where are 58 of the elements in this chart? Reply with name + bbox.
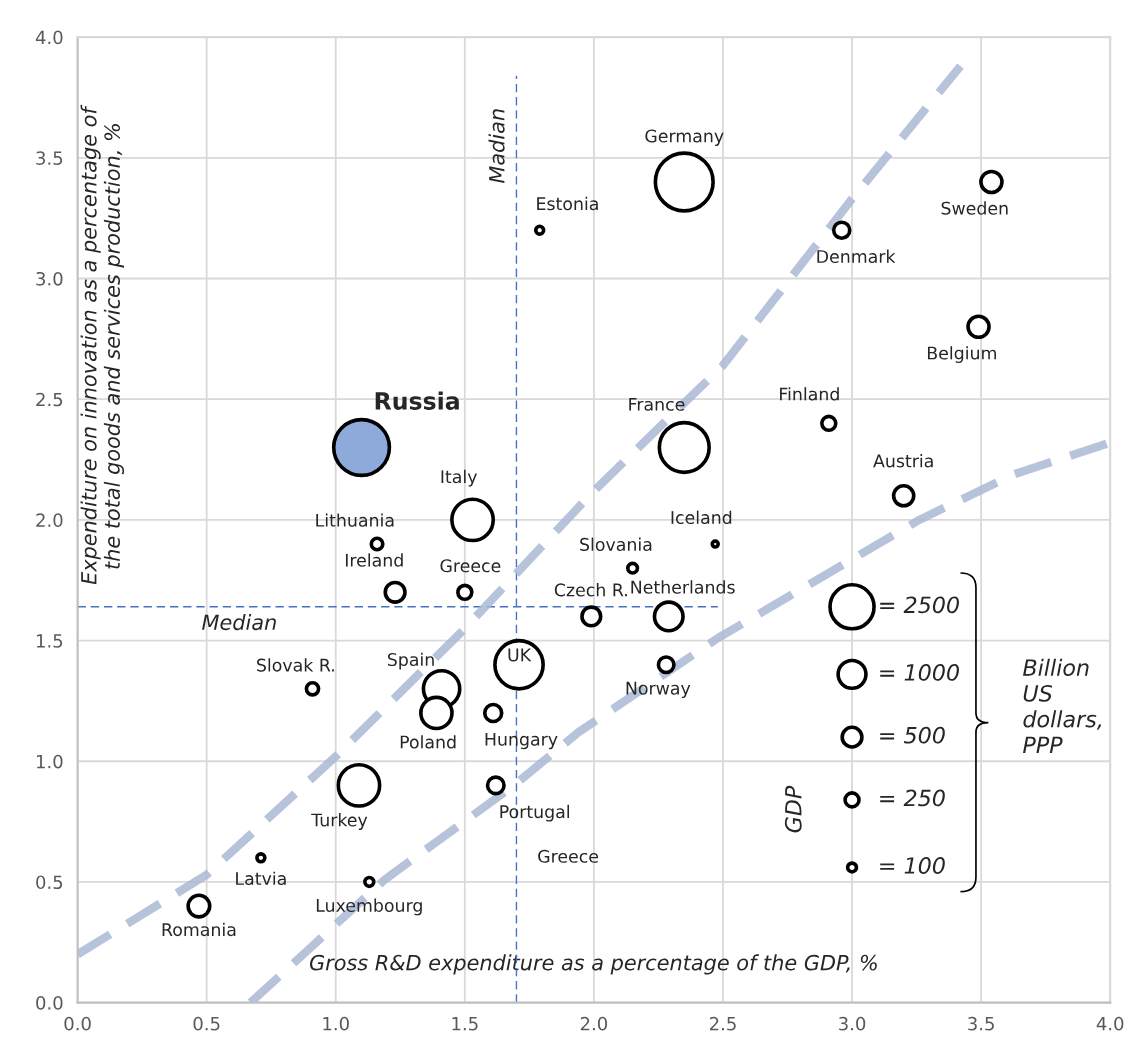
legend-label: = 100 — [880, 857, 945, 874]
legend-label: = 500 — [880, 726, 945, 744]
annotation: Lithuania — [316, 513, 394, 527]
x-tick-label: 1.0 — [323, 1016, 349, 1031]
annotation: Ireland — [345, 553, 403, 567]
legend-title: GDP — [784, 785, 802, 833]
annotation: Germany — [645, 129, 724, 146]
annotation: Finland — [780, 387, 839, 401]
annotation: Estonia — [537, 196, 598, 211]
y-tick-label: 0.5 — [36, 875, 63, 890]
annotation: Greece — [538, 849, 599, 863]
annotation: Czech R. — [554, 583, 627, 597]
y-tick-label: 2.0 — [36, 513, 63, 528]
annotation: Italy — [441, 469, 477, 487]
x-tick-label: 0.5 — [193, 1016, 220, 1031]
annotation: Russia — [375, 391, 459, 410]
y-tick-label: 1.0 — [36, 754, 63, 769]
y-tick-label: 3.5 — [36, 151, 63, 165]
annotation: France — [629, 397, 685, 411]
annotation: Sweden — [941, 201, 1008, 215]
y-tick-label: 0.0 — [36, 996, 63, 1010]
annotation: Turkey — [311, 813, 368, 830]
annotation: Iceland — [671, 510, 732, 525]
x-tick-label: 0.0 — [64, 1016, 91, 1031]
annotation: Greece — [440, 559, 501, 573]
x-tick-label: 4.0 — [1096, 1016, 1124, 1031]
annotation: Denmark — [817, 249, 896, 264]
annotation: Austria — [873, 454, 933, 468]
annotation: Latvia — [236, 871, 286, 886]
annotation: Slovak R. — [257, 658, 334, 672]
y-tick-label: 3.0 — [36, 271, 63, 286]
annotation: Slovania — [580, 537, 652, 551]
annotation: Hungary — [485, 732, 558, 750]
x-tick-label: 3.0 — [839, 1016, 866, 1031]
x-tick-label: 2.5 — [709, 1016, 736, 1031]
y-axis-title: Expenditure on innovation as a percentage of the total goods and services production, % — [80, 104, 125, 585]
y-tick-label: 1.5 — [36, 634, 63, 648]
y-tick-label: 2.5 — [36, 392, 63, 407]
annotation: Poland — [400, 735, 456, 749]
annotation: Spain — [387, 652, 434, 670]
y-tick-label: 4.0 — [35, 30, 63, 45]
annotation: Billion US dollars, PPP — [1023, 658, 1102, 753]
annotation: Luxembourg — [316, 898, 422, 916]
legend-label: = 250 — [880, 789, 945, 807]
annotation: Romania — [162, 922, 236, 937]
x-tick-label: 2.0 — [580, 1016, 608, 1031]
annotation: Portugal — [500, 804, 569, 822]
ref-line-label: Median — [202, 614, 276, 631]
annotation: UK — [508, 648, 532, 662]
annotation: Netherlands — [631, 580, 735, 594]
x-tick-label: 3.5 — [968, 1016, 994, 1031]
annotation: Belgium — [927, 346, 996, 363]
x-tick-label: 1.5 — [452, 1017, 478, 1031]
x-axis-title: Gross R&D expenditure as a percentage of the GDP, % — [309, 954, 877, 975]
ref-line-label: Madian — [488, 109, 505, 184]
legend-label: = 1000 — [880, 664, 959, 681]
legend-label: = 2500 — [880, 596, 959, 614]
annotation: Norway — [626, 681, 691, 699]
